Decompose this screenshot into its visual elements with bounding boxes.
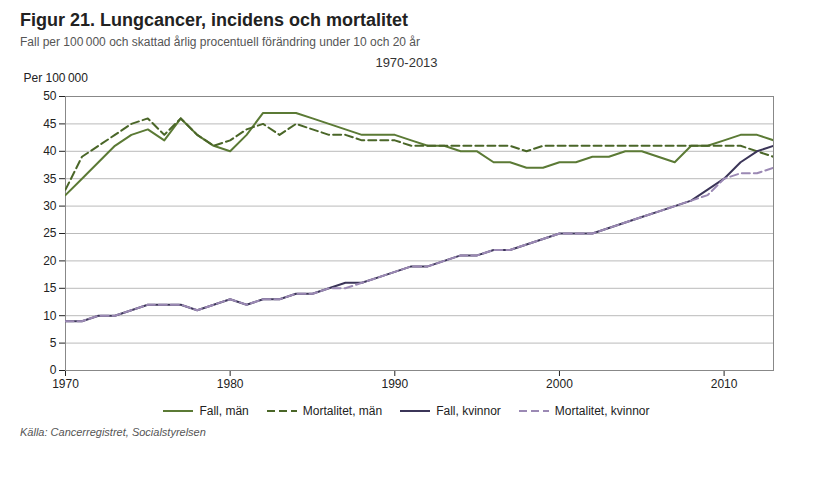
svg-text:30: 30 [43,199,57,213]
html-text:Fall, män: Fall, män [199,404,249,418]
svg-text:25: 25 [43,226,57,240]
svg-text:45: 45 [43,117,57,131]
svg-text:15: 15 [43,281,57,295]
svg-text:1990: 1990 [381,377,408,391]
svg-text:1970: 1970 [52,377,79,391]
svg-text:5: 5 [50,336,57,350]
html-text:Mortalitet, kvinnor: Mortalitet, kvinnor [554,404,650,418]
svg-text:35: 35 [43,172,57,186]
svg-text:50: 50 [43,89,57,103]
svg-text:1980: 1980 [217,377,244,391]
html-text:Fall, kvinnor: Fall, kvinnor [436,404,501,418]
svg-text:40: 40 [43,144,57,158]
svg-text:Per 100 000: Per 100 000 [24,71,89,85]
html-text:Källa: Cancerregistret, Social: Källa: Cancerregistret, Socialstyrelsen [20,426,206,438]
svg-text:10: 10 [43,309,57,323]
html-text:Figur 21. Lungcancer, incidens: Figur 21. Lungcancer, incidens och morta… [20,10,409,30]
svg-text:0: 0 [50,363,57,377]
svg-text:20: 20 [43,254,57,268]
html-text:Fall per 100 000 och skattad å: Fall per 100 000 och skattad årlig proce… [20,35,420,49]
html-text:Mortalitet, män: Mortalitet, män [302,404,383,418]
svg-text:2000: 2000 [546,377,573,391]
svg-text:2010: 2010 [711,377,738,391]
html-text:1970-2013: 1970-2013 [375,55,438,70]
